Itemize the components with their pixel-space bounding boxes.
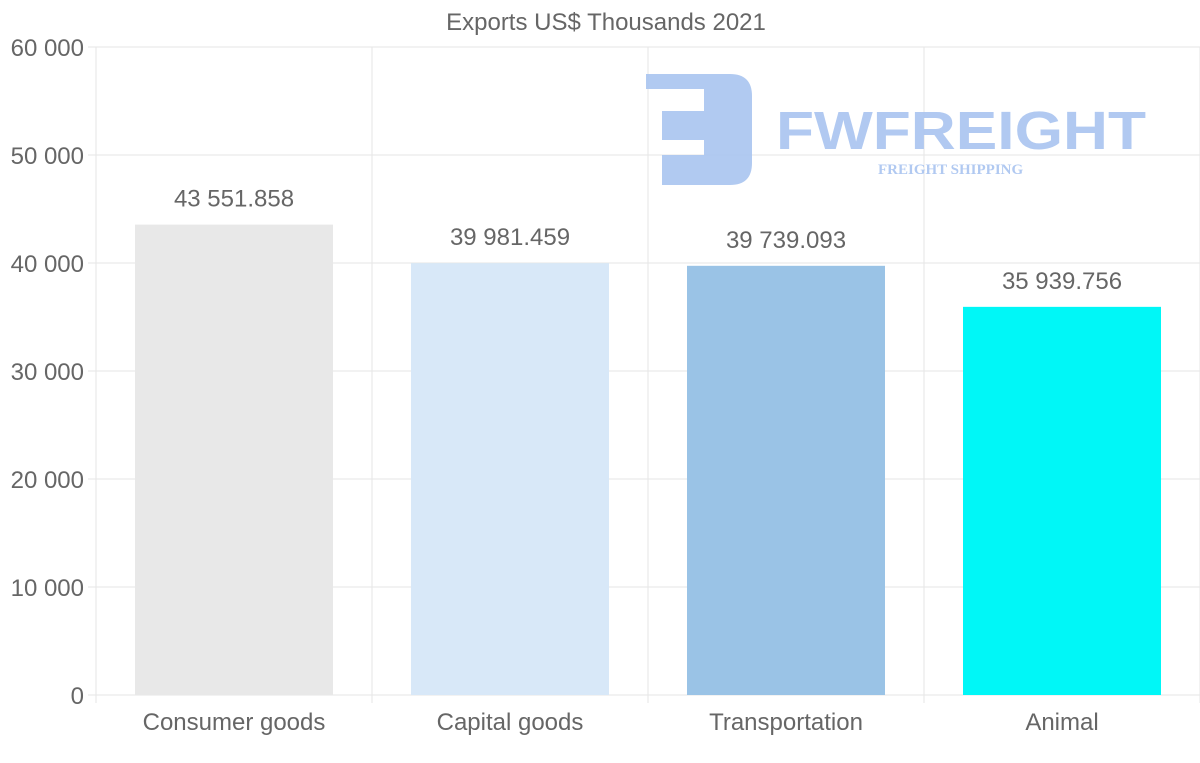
y-tick-label: 10 000 (11, 575, 84, 602)
data-label: 39 739.093 (726, 227, 846, 254)
x-tick-label: Capital goods (437, 709, 584, 736)
x-tick-label: Consumer goods (143, 709, 326, 736)
chart-title: Exports US$ Thousands 2021 (446, 9, 766, 36)
logo-mark-icon (646, 74, 752, 185)
y-tick-label: 20 000 (11, 467, 84, 494)
data-label: 43 551.858 (174, 186, 294, 213)
data-label: 35 939.756 (1002, 268, 1122, 295)
bar[interactable] (687, 265, 885, 695)
x-axis: Consumer goods Capital goods Transportatio… (143, 709, 1099, 736)
bar[interactable] (963, 306, 1161, 695)
bar[interactable] (135, 224, 333, 695)
fwfreight-logo-watermark: FWFREIGHT FREIGHT SHIPPING (646, 74, 1146, 185)
x-tick-label: Animal (1025, 709, 1098, 736)
watermark-brand: FWFREIGHT (776, 101, 1146, 161)
y-tick-label: 40 000 (11, 251, 84, 278)
y-tick-label: 30 000 (11, 359, 84, 386)
watermark-tagline: FREIGHT SHIPPING (878, 162, 1023, 178)
data-label: 39 981.459 (450, 224, 570, 251)
y-tick-label: 60 000 (11, 35, 84, 62)
bars: 43 551.858 39 981.459 39 739.093 35 939.756 (135, 186, 1161, 695)
y-axis: 0 10 000 20 000 30 000 40 000 50 000 60 000 (11, 35, 84, 710)
bar[interactable] (411, 263, 609, 695)
y-tick-label: 50 000 (11, 143, 84, 170)
y-tick-label: 0 (71, 683, 84, 710)
x-tick-label: Transportation (709, 709, 863, 736)
